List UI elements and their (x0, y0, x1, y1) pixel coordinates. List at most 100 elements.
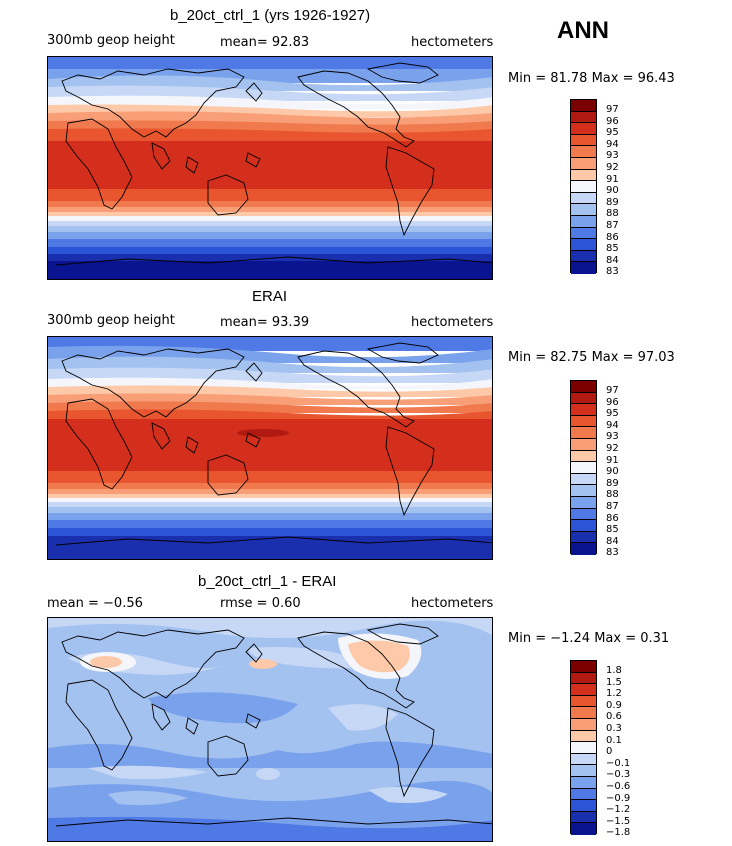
panel-3-colorbar (570, 660, 597, 835)
colorbar-tick-label: 0.9 (606, 699, 622, 711)
colorbar-tick-label: 97 (606, 104, 619, 115)
colorbar-tick-label: 0.3 (606, 723, 622, 734)
colorbar-tick-label: 90 (606, 185, 619, 197)
colorbar-tick-label: 83 (606, 266, 619, 278)
colorbar-swatch (571, 134, 596, 147)
colorbar-swatch (571, 111, 596, 124)
colorbar-swatch (571, 392, 596, 405)
colorbar-swatch (571, 707, 596, 719)
panel-1-minmax: Min = 81.78 Max = 96.43 (508, 71, 675, 86)
colorbar-swatch (571, 531, 596, 544)
colorbar-tick-label: −0.9 (606, 792, 631, 804)
colorbar-tick-label: 83 (606, 547, 619, 559)
colorbar-tick-label: 1.2 (606, 688, 622, 700)
colorbar-swatch (571, 450, 596, 463)
panel-2-map (47, 336, 493, 560)
colorbar-swatch (571, 427, 596, 439)
colorbar-swatch (571, 215, 596, 228)
colorbar-swatch (571, 543, 596, 555)
colorbar-tick-label: 93 (606, 150, 619, 162)
colorbar-tick-label: 94 (606, 419, 619, 431)
colorbar-swatch (571, 776, 596, 789)
colorbar-tick-label: 89 (606, 477, 619, 489)
colorbar-tick-label: 0.1 (606, 734, 622, 746)
colorbar-tick-label: 88 (606, 208, 619, 220)
panel-1-mean-label: mean= 92.83 (220, 35, 310, 50)
colorbar-swatch (571, 262, 596, 274)
colorbar-swatch (571, 157, 596, 170)
colorbar-tick-label: 97 (606, 385, 619, 396)
colorbar-tick-label: 1.5 (606, 676, 622, 688)
colorbar-tick-label: −1.5 (606, 815, 631, 827)
colorbar-tick-label: 88 (606, 489, 619, 501)
panel-2-left-label: 300mb geop height (47, 313, 175, 328)
colorbar-swatch (571, 227, 596, 240)
colorbar-swatch (571, 169, 596, 182)
colorbar-tick-label: 96 (606, 115, 619, 127)
colorbar-swatch (571, 800, 596, 812)
colorbar-swatch (571, 788, 596, 801)
colorbar-tick-label: 94 (606, 138, 619, 150)
panel-2-colorbar (570, 380, 597, 555)
panel-1-title: b_20ct_ctrl_1 (yrs 1926-1927) (170, 7, 371, 24)
colorbar-tick-label: 1.8 (606, 665, 622, 676)
colorbar-swatch (571, 462, 596, 474)
colorbar-swatch (571, 765, 596, 777)
colorbar-tick-label: 92 (606, 162, 619, 173)
panel-2-title: ERAI (252, 288, 288, 305)
panel-1-contour-field (48, 57, 492, 279)
colorbar-swatch (571, 438, 596, 451)
colorbar-tick-label: −0.1 (606, 757, 631, 769)
colorbar-tick-label: 85 (606, 243, 619, 255)
colorbar-tick-label: 85 (606, 524, 619, 536)
colorbar-swatch (571, 250, 596, 263)
panel-2-mean-label: mean= 93.39 (220, 315, 310, 330)
colorbar-tick-label: −1.2 (606, 804, 631, 816)
panel-1-left-label: 300mb geop height (47, 33, 175, 48)
panel-1-map (47, 56, 493, 280)
colorbar-tick-label: −1.8 (606, 827, 631, 839)
colorbar-swatch (571, 823, 596, 835)
colorbar-tick-label: −0.6 (606, 781, 631, 792)
colorbar-tick-label: 93 (606, 431, 619, 443)
colorbar-tick-label: −0.3 (606, 769, 631, 781)
panel-3-title: b_20ct_ctrl_1 - ERAI (198, 573, 337, 590)
colorbar-swatch (571, 123, 596, 135)
panel-3-rmse-label: rmse = 0.60 (220, 596, 301, 611)
colorbar-swatch (571, 520, 596, 532)
colorbar-tick-label: 92 (606, 443, 619, 454)
colorbar-tick-label: 96 (606, 396, 619, 408)
panel-3-mean-label: mean = −0.56 (47, 596, 143, 611)
colorbar-swatch (571, 672, 596, 685)
panel-1-colorbar (570, 99, 597, 274)
colorbar-swatch (571, 695, 596, 708)
colorbar-swatch (571, 415, 596, 428)
panel-3-contour-field (48, 618, 492, 841)
colorbar-tick-label: 87 (606, 220, 619, 231)
colorbar-swatch (571, 485, 596, 497)
colorbar-swatch (571, 730, 596, 743)
panel-2-minmax: Min = 82.75 Max = 97.03 (508, 350, 675, 365)
colorbar-swatch (571, 508, 596, 521)
colorbar-tick-label: 89 (606, 196, 619, 208)
colorbar-swatch (571, 381, 596, 393)
colorbar-swatch (571, 204, 596, 216)
colorbar-swatch (571, 811, 596, 824)
panel-3-map (47, 617, 493, 842)
colorbar-tick-label: 0 (606, 746, 613, 758)
panel-3-units-label: hectometers (411, 596, 494, 611)
panel-3-minmax: Min = −1.24 Max = 0.31 (508, 631, 670, 646)
colorbar-swatch (571, 181, 596, 193)
colorbar-tick-label: 86 (606, 512, 619, 524)
colorbar-swatch (571, 661, 596, 673)
season-label: ANN (557, 17, 609, 44)
colorbar-swatch (571, 753, 596, 766)
colorbar-swatch (571, 239, 596, 251)
panel-2-units-label: hectometers (411, 315, 494, 330)
colorbar-swatch (571, 146, 596, 158)
colorbar-tick-label: 95 (606, 408, 619, 420)
colorbar-swatch (571, 718, 596, 731)
colorbar-tick-label: 87 (606, 501, 619, 512)
colorbar-tick-label: 91 (606, 454, 619, 466)
colorbar-tick-label: 84 (606, 254, 619, 266)
